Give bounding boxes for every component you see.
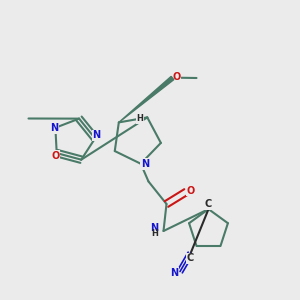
Text: N: N xyxy=(50,123,58,133)
Polygon shape xyxy=(119,76,174,122)
Text: O: O xyxy=(172,72,181,82)
Text: O: O xyxy=(51,151,59,161)
Text: H: H xyxy=(151,229,158,238)
Text: N: N xyxy=(141,159,149,169)
Text: N: N xyxy=(170,268,179,278)
Text: H: H xyxy=(136,114,143,123)
Text: O: O xyxy=(186,185,195,196)
Text: N: N xyxy=(92,130,101,140)
Text: C: C xyxy=(205,199,212,209)
Text: C: C xyxy=(187,253,194,263)
Text: N: N xyxy=(150,223,159,233)
